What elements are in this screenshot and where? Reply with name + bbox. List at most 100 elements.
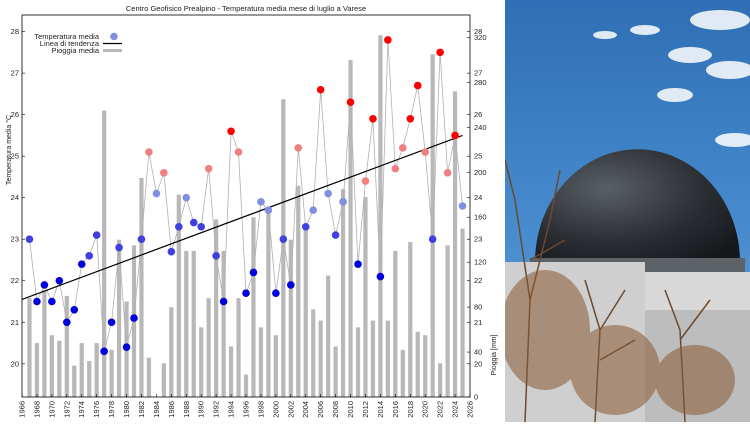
rain-bar xyxy=(243,374,249,397)
rain-bar xyxy=(408,241,413,397)
y-right-tick-label: 320 xyxy=(474,33,487,42)
x-tick-label: 2000 xyxy=(271,401,280,418)
rain-bar xyxy=(333,346,338,397)
rain-bar xyxy=(146,357,152,397)
trend-line xyxy=(21,134,463,300)
temperature-point xyxy=(242,289,250,297)
temperature-point xyxy=(63,318,71,327)
temperature-point xyxy=(189,218,198,227)
x-tick-label: 1970 xyxy=(47,401,56,418)
chart-legend: Temperatura media Linea di tendenza Piog… xyxy=(34,32,122,55)
rain-bars xyxy=(27,35,465,398)
temperature-line xyxy=(29,39,463,352)
rain-bar xyxy=(400,349,405,397)
legend-label-rain: Pioggia media xyxy=(51,46,99,55)
temperature-point xyxy=(249,268,258,277)
temperature-point xyxy=(175,222,183,231)
rain-bar xyxy=(452,91,458,398)
x-tick-label: 1994 xyxy=(227,401,236,418)
temperature-points xyxy=(25,36,467,356)
y-left-tick-label: 25 xyxy=(11,152,19,161)
temperature-point xyxy=(428,235,437,244)
temperature-point xyxy=(346,98,355,106)
x-tick-label: 1996 xyxy=(242,401,251,418)
temperature-point xyxy=(354,260,362,268)
temperature-point xyxy=(376,272,385,281)
temperature-point xyxy=(92,231,101,239)
rain-bar xyxy=(340,189,346,397)
x-tick-label: 2004 xyxy=(301,401,310,418)
rain-bar xyxy=(363,197,368,397)
temperature-point xyxy=(234,148,243,156)
y-right-temp-tick-label: 21 xyxy=(474,318,482,327)
temperature-point xyxy=(204,164,213,173)
y-left-tick-label: 24 xyxy=(11,193,19,202)
axes xyxy=(21,14,471,398)
temperature-point xyxy=(167,247,176,256)
temperature-point xyxy=(107,318,116,327)
y-left-tick-label: 23 xyxy=(11,235,19,244)
y-right-tick-label: 240 xyxy=(474,123,487,132)
temperature-point xyxy=(182,193,191,202)
temperature-point xyxy=(85,252,93,260)
temperature-point xyxy=(33,297,41,306)
rain-bar xyxy=(94,343,99,397)
rain-bar xyxy=(251,217,256,397)
temperature-point xyxy=(55,276,64,285)
x-tick-label: 1976 xyxy=(92,401,101,418)
rain-bar xyxy=(303,226,308,397)
y-right-temp-tick-label: 24 xyxy=(474,193,482,202)
rain-bar xyxy=(423,335,428,397)
temperature-chart: Centro Geofisico Prealpino - Temperatura… xyxy=(5,4,498,418)
temperature-polyline xyxy=(29,39,463,352)
rain-bar xyxy=(27,298,32,397)
x-tick-label: 1982 xyxy=(137,401,146,418)
temperature-point xyxy=(279,235,288,244)
chart-panel: Centro Geofisico Prealpino - Temperatura… xyxy=(5,4,498,418)
x-tick-label: 1986 xyxy=(167,401,176,418)
temperature-point xyxy=(421,148,430,156)
rain-bar xyxy=(460,228,465,397)
x-tick-label: 1990 xyxy=(197,401,206,418)
plot-frame xyxy=(21,14,471,398)
temperature-point xyxy=(384,36,392,44)
rain-bar xyxy=(348,59,353,398)
y-left-tick-label: 20 xyxy=(11,359,19,368)
tree-foliage xyxy=(505,270,735,415)
y-axis-right-ticks: 0 40 80 120 160 200 240 280 320 xyxy=(467,33,487,402)
rain-bar xyxy=(176,194,181,397)
legend-label-temperature: Temperatura media xyxy=(34,32,99,41)
temperature-point xyxy=(272,289,280,297)
y-right-tick-label: 280 xyxy=(474,78,487,87)
temperature-point xyxy=(443,168,452,177)
rain-bar xyxy=(57,340,62,397)
y-right-tick-label: 120 xyxy=(474,258,487,267)
rain-bar xyxy=(438,363,443,397)
y-right-temp-tick-label: 23 xyxy=(474,235,482,244)
temperature-point xyxy=(152,189,161,198)
x-tick-label: 1972 xyxy=(62,401,71,418)
temperature-point xyxy=(264,206,273,214)
temperature-point xyxy=(70,306,79,314)
temperature-point xyxy=(324,189,332,198)
y-right-temp-tick-label: 28 xyxy=(474,27,482,36)
temperature-point xyxy=(331,231,340,239)
x-tick-label: 2012 xyxy=(361,401,370,418)
y-axis-right-label: Pioggia [mm] xyxy=(491,335,498,376)
x-tick-label: 2026 xyxy=(466,401,475,418)
temperature-point xyxy=(48,297,56,306)
x-tick-label: 1992 xyxy=(212,401,221,418)
trend-line-segment xyxy=(21,134,463,300)
observatory-photo xyxy=(505,0,750,422)
temperature-point xyxy=(413,81,422,90)
x-tick-label: 1968 xyxy=(32,401,41,418)
temperature-point xyxy=(100,347,108,356)
legend-label-trend: Linea di tendenza xyxy=(40,39,100,48)
rain-bar xyxy=(109,349,114,397)
temperature-point xyxy=(287,281,295,289)
y-left-tick-label: 22 xyxy=(11,276,19,285)
x-tick-label: 1974 xyxy=(77,401,86,418)
x-tick-label: 2018 xyxy=(406,401,415,418)
x-tick-label: 1980 xyxy=(122,401,131,418)
rain-bar xyxy=(281,99,286,397)
